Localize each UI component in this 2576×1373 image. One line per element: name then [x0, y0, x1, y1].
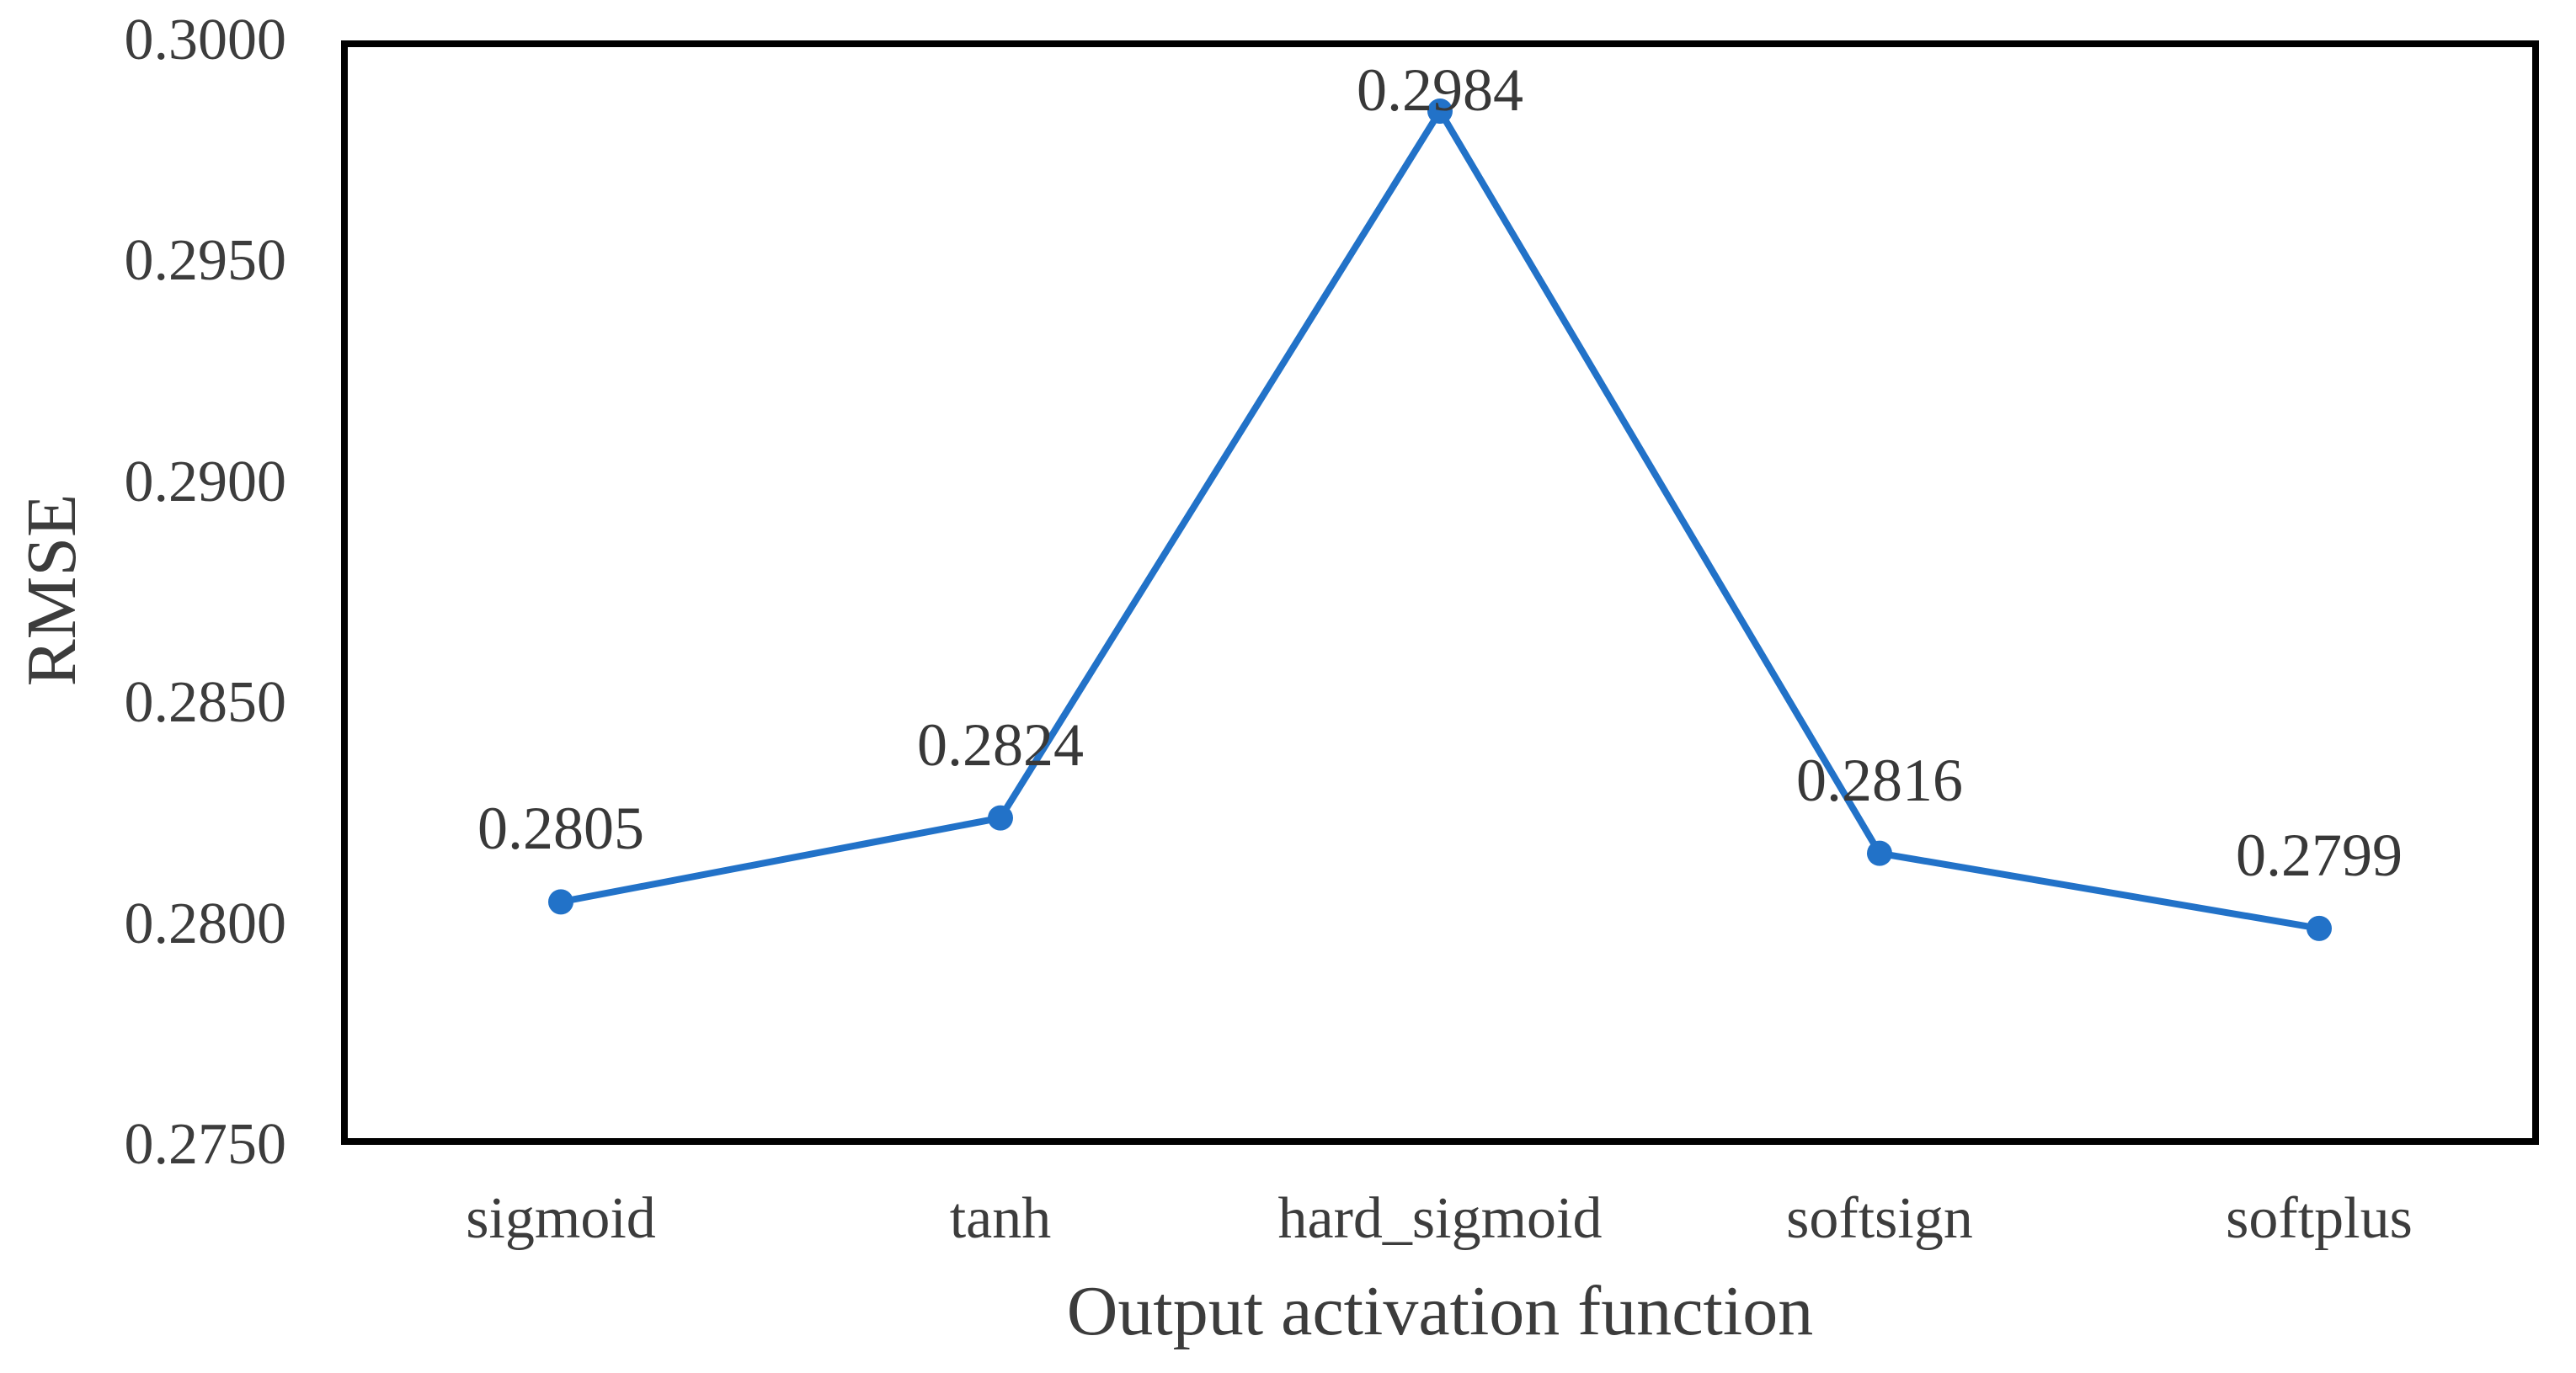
- series-markers: [548, 98, 2332, 941]
- data-point-label: 0.2799: [2236, 821, 2403, 889]
- data-point-marker: [2307, 915, 2332, 941]
- x-category-label: sigmoid: [466, 1186, 656, 1251]
- y-tick-label: 0.2850: [124, 670, 287, 736]
- series-line: [557, 107, 2323, 932]
- data-point-marker: [1867, 840, 1892, 866]
- y-axis-title: RMSE: [13, 493, 91, 687]
- y-tick-label: 0.3000: [124, 8, 287, 72]
- x-category-label: hard_sigmoid: [1277, 1186, 1603, 1251]
- y-tick-label: 0.2750: [124, 1112, 287, 1177]
- x-category-label: softsign: [1786, 1186, 1973, 1251]
- data-point-label: 0.2824: [917, 710, 1084, 779]
- x-category-label: softplus: [2226, 1186, 2413, 1251]
- y-tick-label: 0.2950: [124, 228, 287, 294]
- plot-area-border: [341, 40, 2539, 1145]
- x-category-label: tanh: [949, 1186, 1052, 1251]
- data-point-marker: [1427, 98, 1453, 124]
- x-axis-title: Output activation function: [1066, 1272, 1814, 1350]
- data-point-label: 0.2816: [1796, 746, 1963, 814]
- y-tick-label: 0.2800: [124, 891, 287, 956]
- data-point-label: 0.2805: [477, 795, 644, 863]
- data-point-marker: [548, 889, 573, 915]
- data-point-label: 0.2984: [1357, 56, 1523, 124]
- data-point-marker: [988, 805, 1013, 831]
- y-tick-label: 0.2900: [124, 449, 287, 514]
